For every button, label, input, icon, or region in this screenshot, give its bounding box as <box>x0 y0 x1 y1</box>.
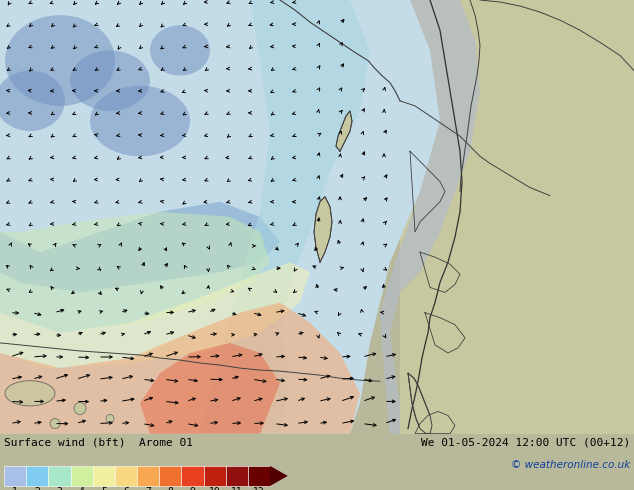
Polygon shape <box>314 196 332 262</box>
Text: 9: 9 <box>190 487 195 490</box>
Bar <box>248 466 270 486</box>
Ellipse shape <box>5 381 55 406</box>
Bar <box>137 466 159 486</box>
Bar <box>48 466 70 486</box>
Ellipse shape <box>0 71 65 131</box>
Text: 6: 6 <box>123 487 129 490</box>
Polygon shape <box>408 373 432 434</box>
Bar <box>159 466 181 486</box>
Polygon shape <box>0 262 310 368</box>
Polygon shape <box>0 0 440 434</box>
Circle shape <box>106 415 114 422</box>
Polygon shape <box>336 111 352 151</box>
Text: 8: 8 <box>167 487 173 490</box>
Bar <box>204 466 226 486</box>
Ellipse shape <box>150 25 210 75</box>
Text: 1: 1 <box>12 487 18 490</box>
Bar <box>181 466 204 486</box>
Text: 3: 3 <box>56 487 62 490</box>
Text: © weatheronline.co.uk: © weatheronline.co.uk <box>511 460 630 470</box>
Text: 11: 11 <box>231 487 243 490</box>
Ellipse shape <box>5 15 115 106</box>
Bar <box>4 466 26 486</box>
Text: 12: 12 <box>253 487 265 490</box>
Bar <box>93 466 115 486</box>
Polygon shape <box>0 0 280 293</box>
Text: 2: 2 <box>34 487 40 490</box>
Polygon shape <box>200 0 370 434</box>
Bar <box>115 466 137 486</box>
Polygon shape <box>0 212 270 333</box>
Polygon shape <box>140 343 280 434</box>
Ellipse shape <box>90 86 190 156</box>
Bar <box>226 466 248 486</box>
Circle shape <box>74 402 86 415</box>
Text: 7: 7 <box>145 487 151 490</box>
Text: 4: 4 <box>79 487 84 490</box>
Ellipse shape <box>70 50 150 111</box>
Polygon shape <box>270 466 288 486</box>
Bar <box>26 466 48 486</box>
Polygon shape <box>380 0 480 434</box>
Text: 5: 5 <box>101 487 107 490</box>
Text: We 01-05-2024 12:00 UTC (00+12): We 01-05-2024 12:00 UTC (00+12) <box>421 438 630 448</box>
Polygon shape <box>0 302 360 434</box>
Text: Surface wind (bft)  Arome 01: Surface wind (bft) Arome 01 <box>4 438 193 448</box>
Bar <box>70 466 93 486</box>
Text: 10: 10 <box>209 487 221 490</box>
Circle shape <box>50 418 60 429</box>
Bar <box>400 0 634 434</box>
Polygon shape <box>415 412 455 434</box>
